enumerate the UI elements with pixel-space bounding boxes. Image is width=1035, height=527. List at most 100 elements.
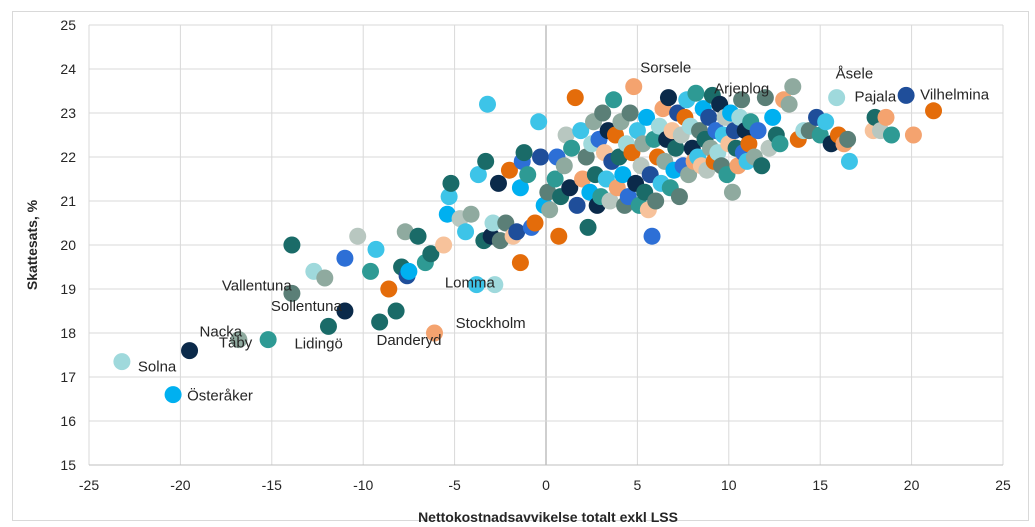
x-tick-label: 20 [904, 477, 920, 493]
data-point [628, 122, 646, 140]
tick-labels: -25 -20 -15 -10 -5 0 5 10 15 20 25 15 16 17 18 19 20 21 22… [60, 17, 1011, 493]
data-point [442, 174, 460, 192]
data-point [839, 130, 857, 148]
data-point [680, 166, 698, 184]
data-point [371, 313, 389, 331]
data-point [647, 192, 665, 210]
data-point [479, 95, 497, 113]
annotation-sterker: Österåker [187, 387, 253, 405]
data-point [336, 249, 354, 267]
data-point [546, 170, 564, 188]
data-point [440, 188, 458, 206]
data-point [577, 148, 595, 166]
annotation-arjeplog: Arjeplog [714, 80, 769, 97]
data-point [508, 223, 526, 241]
data-point [601, 192, 619, 210]
annotation-danderyd: Danderyd [376, 332, 441, 349]
data-point [753, 157, 771, 175]
data-point [230, 331, 248, 349]
data-point [367, 240, 385, 258]
data-point [181, 342, 199, 360]
data-point [283, 284, 301, 302]
data-point [771, 135, 789, 153]
data-point [526, 214, 544, 232]
data-point [387, 302, 405, 320]
data-point [594, 104, 612, 122]
data-point [486, 276, 504, 294]
annotation-nacka: Nacka [200, 324, 243, 341]
data-point [539, 183, 557, 201]
y-tick-label: 15 [60, 457, 76, 473]
y-tick-label: 23 [60, 105, 76, 121]
data-point [457, 223, 475, 241]
annotation-lomma: Lomma [445, 275, 496, 292]
data-point [670, 188, 688, 206]
y-tick-label: 25 [60, 17, 76, 33]
data-point [877, 108, 895, 126]
data-point [700, 108, 718, 126]
data-point [316, 269, 334, 287]
data-point [840, 152, 858, 170]
data-point [336, 302, 354, 320]
data-point [749, 122, 767, 140]
x-tick-label: -10 [353, 477, 373, 493]
data-point [687, 84, 705, 102]
data-point [530, 113, 548, 131]
data-point [659, 89, 677, 107]
data-point [605, 91, 623, 109]
data-point [283, 236, 301, 254]
y-tick-label: 20 [60, 237, 76, 253]
data-point [563, 139, 581, 157]
data-point [541, 201, 559, 219]
data-point [425, 324, 443, 342]
y-tick-label: 22 [60, 149, 76, 165]
data-point [667, 139, 685, 157]
x-tick-label: 25 [995, 477, 1011, 493]
data-point [435, 236, 453, 254]
data-point [566, 89, 584, 107]
data-point [557, 126, 575, 144]
data-point [610, 148, 628, 166]
data-point [614, 166, 632, 184]
data-point [555, 157, 573, 175]
data-point [621, 104, 639, 122]
data-point [259, 331, 277, 349]
data-point [477, 152, 495, 170]
x-tick-label: -15 [262, 477, 282, 493]
annotation-stockholm: Stockholm [456, 315, 526, 332]
data-point [511, 179, 529, 197]
x-tick-label: -5 [448, 477, 461, 493]
data-point [462, 205, 480, 223]
data-point [904, 126, 922, 144]
annotation-vilhelmina: Vilhelmina [920, 86, 990, 103]
data-point [740, 135, 758, 153]
data-point [511, 254, 529, 272]
data-point [500, 161, 518, 179]
data-point [828, 89, 846, 107]
data-point [882, 126, 900, 144]
data-point [764, 108, 782, 126]
y-tick-label: 16 [60, 413, 76, 429]
data-point [519, 166, 537, 184]
annotation-tby: Täby [219, 335, 253, 352]
x-tick-label: -20 [170, 477, 190, 493]
data-point [468, 276, 486, 294]
y-tick-label: 18 [60, 325, 76, 341]
data-point [645, 130, 663, 148]
x-tick-label: 0 [542, 477, 550, 493]
x-tick-label: -25 [79, 477, 99, 493]
data-point [568, 196, 586, 214]
data-point [780, 95, 798, 113]
data-point [532, 148, 550, 166]
data-point [362, 262, 380, 280]
x-axis-title: Nettokostnadsavvikelse totalt exkl LSS [418, 509, 678, 525]
y-axis-title: Skattesats, % [24, 199, 40, 290]
data-point [319, 317, 337, 335]
annotation-sorsele: Sorsele [640, 60, 691, 77]
data-point [469, 166, 487, 184]
data-point [574, 170, 592, 188]
annotation-pajala: Pajala [854, 89, 896, 106]
annotation-solna: Solna [138, 359, 177, 376]
data-point [733, 91, 751, 109]
